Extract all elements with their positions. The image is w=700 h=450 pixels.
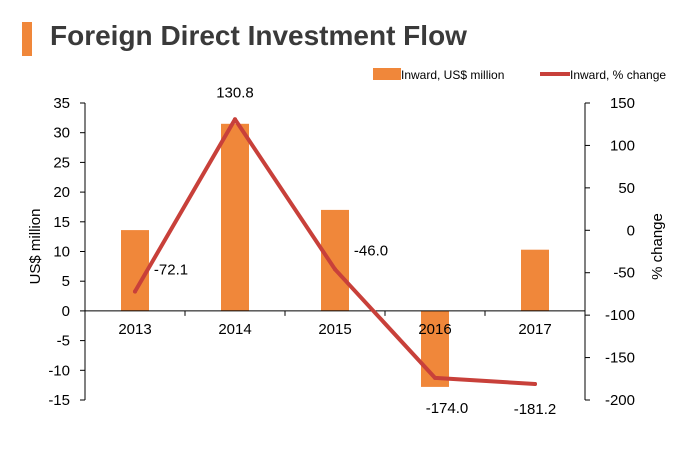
chart-title: Foreign Direct Investment Flow [50, 20, 467, 51]
line-point-2016 [433, 375, 437, 380]
y-left-tick-label: -10 [48, 362, 70, 379]
bar-2014 [221, 123, 249, 311]
line-series [133, 117, 537, 386]
x-tick-label-2013: 2013 [118, 321, 151, 338]
y-left-tick-label: 35 [53, 95, 70, 112]
y-right-tick-label: -200 [605, 392, 635, 409]
y-left-tick-label: 25 [53, 154, 70, 171]
line-label-2016: -174.0 [426, 400, 469, 417]
line-label-2017: -181.2 [514, 401, 557, 418]
x-tick-label-2016: 2016 [418, 321, 451, 338]
line-point-2015 [333, 267, 337, 272]
y-left-tick-label: 15 [53, 214, 70, 231]
x-tick-label-2014: 2014 [218, 321, 251, 338]
bar-2013 [121, 230, 149, 311]
y-right-tick-label: 50 [618, 180, 635, 197]
y-axis-left-label: US$ million [27, 209, 44, 285]
y-left-tick-label: 0 [62, 303, 70, 320]
axes: 2013 2014 2015 2016 2017-15-10-5051015202530… [48, 95, 635, 409]
bar-2015 [321, 209, 349, 311]
y-right-tick-label: -50 [613, 265, 635, 282]
line-point-2014 [233, 117, 237, 122]
y-right-tick-label: 0 [627, 222, 635, 239]
legend-line-label: Inward, % change [570, 68, 666, 82]
y-axis-right-label: % change [649, 213, 666, 280]
legend-bar-label: Inward, US$ million [401, 68, 504, 82]
y-left-tick-label: 30 [53, 125, 70, 142]
y-left-tick-label: -15 [48, 392, 70, 409]
line-point-2013 [133, 289, 137, 294]
bar-2017 [521, 249, 549, 311]
legend-bar-swatch [373, 68, 401, 80]
line-label-2015: -46.0 [354, 242, 388, 259]
y-right-tick-label: 150 [610, 95, 635, 112]
y-right-tick-label: 100 [610, 137, 635, 154]
line-point-2017 [533, 382, 537, 386]
y-left-tick-label: -5 [57, 333, 70, 350]
y-left-tick-label: 5 [62, 273, 70, 290]
x-tick-label-2015: 2015 [318, 321, 351, 338]
y-left-tick-label: 20 [53, 184, 70, 201]
y-right-tick-label: -150 [605, 350, 635, 367]
x-tick-label-2017: 2017 [518, 321, 551, 338]
bar-2016 [421, 310, 449, 387]
title-accent-bar [22, 22, 32, 56]
legend: Inward, US$ million Inward, % change [373, 68, 666, 82]
y-right-tick-label: -100 [605, 307, 635, 324]
line-label-2014: 130.8 [216, 84, 254, 101]
data-labels: -72.1 130.8 -46.0 -174.0 -181.2 [154, 84, 556, 418]
line-label-2013: -72.1 [154, 262, 188, 279]
y-left-tick-label: 10 [53, 244, 70, 261]
bars [121, 123, 549, 387]
